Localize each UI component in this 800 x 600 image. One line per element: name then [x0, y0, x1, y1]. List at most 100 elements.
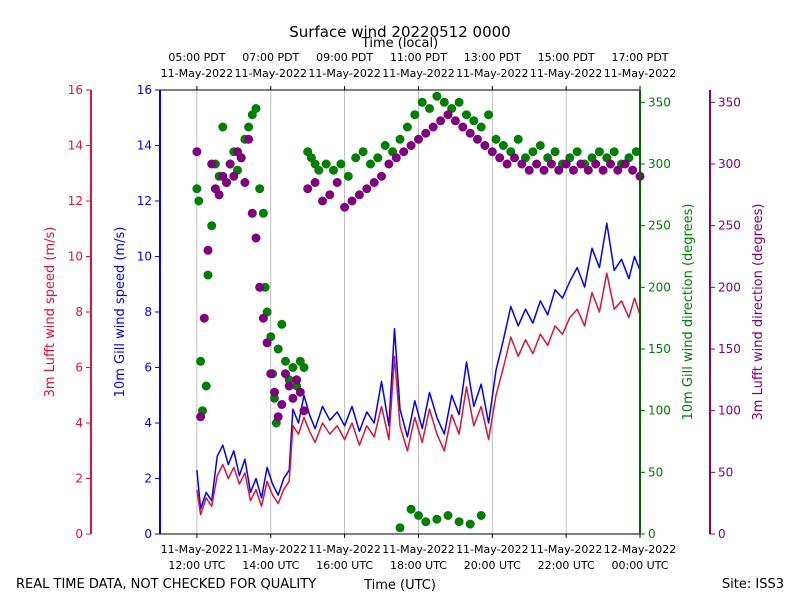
top-tick-label-time: 07:00 PDT — [242, 51, 299, 64]
10m-gill-wind-direction-point — [469, 116, 479, 126]
3m-lufft-wind-direction-point — [487, 147, 497, 157]
3m-lufft-wind-direction-point — [295, 387, 305, 397]
x-tick-label-time: 18:00 UTC — [390, 559, 447, 572]
3m-lufft-wind-direction-point — [258, 313, 268, 323]
3m-lufft-wind-direction-point — [421, 128, 431, 138]
3m-lufft-wind-direction-point — [266, 369, 276, 379]
10m-gill-wind-direction-point — [395, 523, 405, 533]
x-tick-label-date: 11-May-2022 — [308, 543, 380, 556]
10m-gill-wind-direction-point — [414, 511, 423, 520]
3m-lufft-wind-direction-point — [576, 159, 586, 169]
gill_speed-tick-label: 4 — [144, 416, 152, 430]
footer-site-label: Site: ISS3 — [722, 577, 784, 592]
top-tick-label-time: 11:00 PDT — [390, 51, 447, 64]
10m-gill-wind-direction-point — [528, 147, 538, 157]
3m-lufft-wind-direction-point — [532, 159, 542, 169]
lufft_dir-tick-label: 150 — [718, 342, 741, 356]
lufft_dir-tick-label: 300 — [718, 157, 741, 171]
x-tick-label-date: 11-May-2022 — [382, 543, 454, 556]
3m-lufft-wind-direction-point — [240, 178, 250, 187]
10m-gill-wind-direction-point — [410, 110, 420, 120]
10m-gill-wind-direction-point — [484, 110, 494, 120]
3m-lufft-wind-direction-point — [606, 159, 615, 169]
top-tick-label-time: 13:00 PDT — [464, 51, 521, 64]
3m-lufft-wind-direction-point — [473, 134, 482, 144]
10m-gill-wind-direction-point — [373, 153, 383, 163]
gill_dir-tick-label: 250 — [648, 219, 671, 233]
10m-gill-wind-direction-point — [207, 221, 217, 231]
10m-gill-wind-direction-point — [192, 184, 202, 194]
10m-gill-wind-direction-point — [476, 122, 486, 132]
3m-lufft-wind-direction-point — [247, 208, 257, 218]
10m-gill-wind-direction-point — [462, 110, 471, 120]
series-layer — [192, 91, 645, 533]
gill_dir-tick-label: 100 — [648, 404, 671, 418]
3m-lufft-wind-direction-point — [591, 159, 601, 169]
top-axis-title: Time (local) — [361, 36, 438, 51]
3m-lufft-wind-direction-point — [377, 171, 386, 181]
3m-lufft-wind-direction-point — [369, 178, 379, 187]
lufft_speed-tick-label: 14 — [68, 139, 83, 153]
3m-lufft-wind-direction-point — [292, 375, 302, 385]
x-tick-label-time: 22:00 UTC — [538, 559, 595, 572]
3m-lufft-wind-direction-point — [502, 159, 512, 169]
x-tick-label-date: 11-May-2022 — [530, 543, 602, 556]
gill_dir-tick-label: 50 — [648, 465, 663, 479]
10m-gill-wind-direction-point — [443, 511, 453, 520]
3m-lufft-wind-direction-point — [229, 171, 239, 181]
3m-lufft-wind-direction-point — [539, 165, 549, 175]
gill_speed-tick-label: 0 — [144, 527, 152, 541]
gill-dir-axis-label: 10m Gill wind direction (degrees) — [681, 204, 696, 421]
3m-lufft-wind-direction-point — [620, 159, 630, 169]
10m-gill-wind-direction-point — [380, 141, 390, 150]
3m-lufft-wind-direction-point — [546, 159, 556, 169]
lufft-dir-axis-label: 3m Lufft wind direction (degrees) — [751, 204, 766, 421]
3m-lufft-wind-direction-point — [281, 369, 290, 379]
10m-gill-wind-direction-point — [288, 363, 298, 372]
lufft_dir-tick-label: 350 — [718, 95, 741, 109]
lufft_speed-tick-label: 16 — [68, 83, 83, 97]
3m-lufft-wind-direction-point — [384, 159, 394, 169]
3m-lufft-wind-direction-point — [340, 202, 350, 212]
x-tick-label-time: 12:00 UTC — [168, 559, 225, 572]
3m-lufft-wind-direction-point — [406, 141, 416, 150]
gill-speed-axis-label: 10m Gill wind speed (m/s) — [113, 227, 128, 398]
10m-gill-wind-direction-point — [439, 97, 449, 107]
top-tick-label-time: 05:00 PDT — [168, 51, 225, 64]
3m-lufft-wind-direction-point — [480, 141, 490, 150]
10m-gill-wind-direction-point — [402, 122, 412, 132]
3m-lufft-wind-direction-point — [199, 313, 209, 323]
10m-gill-wind-direction-point — [277, 319, 287, 329]
10m-gill-wind-direction-point — [432, 91, 442, 101]
3m-lufft-wind-direction-point — [510, 153, 519, 163]
top-tick-label-date: 11-May-2022 — [604, 67, 676, 80]
10m-gill-wind-direction-point — [273, 344, 283, 354]
lufft_dir-tick-label: 200 — [718, 280, 741, 294]
3m-lufft-wind-direction-point — [262, 338, 272, 348]
10m-gill-wind-direction-point — [244, 122, 254, 132]
lufft_speed-tick-label: 10 — [68, 250, 83, 264]
lufft_speed-tick-label: 4 — [75, 416, 83, 430]
lufft_speed-tick-label: 8 — [75, 305, 83, 319]
10m-gill-wind-direction-point — [329, 165, 338, 175]
3m-lufft-wind-direction-point — [554, 165, 564, 175]
3m-lufft-wind-direction-point — [495, 153, 505, 163]
10m-gill-wind-direction-point — [395, 134, 405, 144]
10m-gill-wind-direction-point — [251, 104, 261, 113]
x-tick-label-date: 11-May-2022 — [456, 543, 528, 556]
x-tick-label-time: 20:00 UTC — [464, 559, 521, 572]
10m-gill-wind-speed-line — [196, 222, 641, 510]
3m-lufft-wind-direction-point — [288, 393, 298, 403]
3m-lufft-wind-direction-point — [428, 122, 438, 132]
lufft_speed-tick-label: 0 — [75, 527, 83, 541]
gill_dir-tick-label: 150 — [648, 342, 671, 356]
x-axis-label: Time (UTC) — [363, 578, 436, 593]
top-tick-label-date: 11-May-2022 — [382, 67, 454, 80]
3m-lufft-wind-direction-point — [203, 245, 213, 255]
lufft_speed-tick-label: 6 — [75, 361, 83, 375]
10m-gill-wind-direction-point — [321, 159, 331, 169]
3m-lufft-wind-direction-point — [517, 159, 527, 169]
10m-gill-wind-direction-point — [281, 356, 290, 366]
x-tick-label-time: 14:00 UTC — [242, 559, 299, 572]
10m-gill-wind-direction-point — [201, 381, 211, 391]
